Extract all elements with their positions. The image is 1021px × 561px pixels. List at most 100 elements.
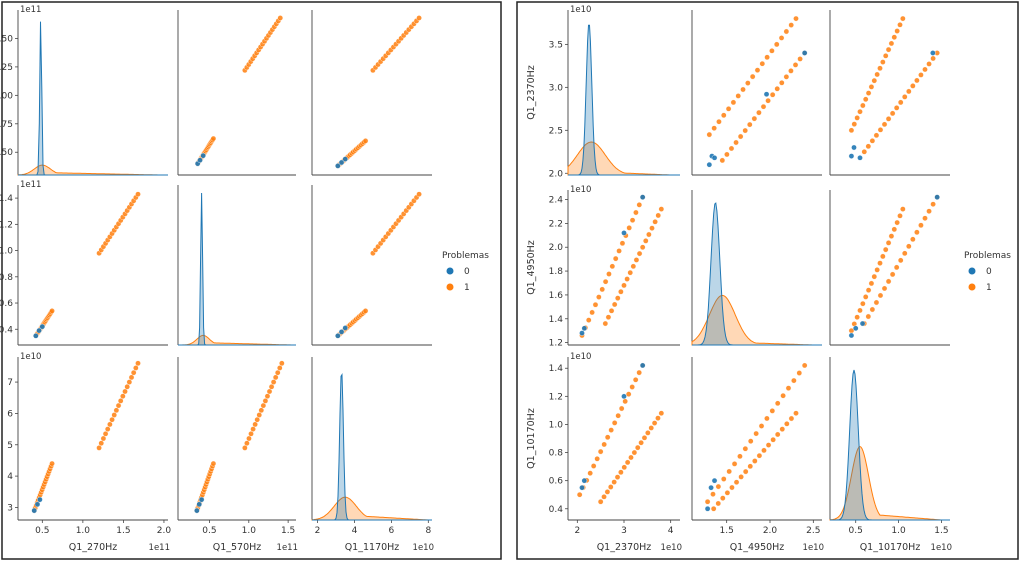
scatter-point-class-1 xyxy=(914,229,920,236)
kde-curve-class-0 xyxy=(312,373,432,521)
scatter-point-class-1 xyxy=(857,307,863,314)
scatter-point-class-1 xyxy=(752,458,758,464)
scatter-point-class-1 xyxy=(738,474,744,480)
scatter-point-class-1 xyxy=(597,498,604,505)
scatter-point-class-1 xyxy=(865,287,872,293)
legend-label-class-1: 1 xyxy=(464,283,470,293)
x-tick-label: 2 xyxy=(315,526,321,536)
scatter-point-class-1 xyxy=(646,231,652,238)
scatter-point-class-1 xyxy=(759,60,766,67)
scatter-point-class-1 xyxy=(641,434,648,441)
scatter-point-class-1 xyxy=(636,250,643,257)
y-offset-label: 1e11 xyxy=(20,180,41,190)
x-axis-label: Q1_10170Hz xyxy=(860,542,921,553)
y-tick-label: 1.25 xyxy=(0,63,13,73)
scatter-point-class-1 xyxy=(930,55,936,62)
scatter-point-class-1 xyxy=(728,145,735,152)
y-tick-label: 1.8 xyxy=(549,267,564,277)
scatter-point-class-1 xyxy=(244,440,250,447)
y-tick-label: 0.50 xyxy=(0,148,13,158)
scatter-point-class-0 xyxy=(338,329,345,335)
scatter-point-class-1 xyxy=(604,434,611,441)
scatter-point-class-1 xyxy=(891,226,898,233)
y-tick-label: 3.0 xyxy=(549,83,564,93)
scatter-point-class-1 xyxy=(720,495,726,501)
scatter-point-class-1 xyxy=(745,80,751,86)
y-tick-label: 1.0 xyxy=(0,247,13,257)
scatter-point-class-1 xyxy=(710,505,717,512)
scatter-point-class-1 xyxy=(888,233,895,239)
scatter-point-class-1 xyxy=(729,484,735,491)
scatter-point-class-1 xyxy=(906,243,912,250)
scatter-point-class-1 xyxy=(926,61,932,67)
scatter-point-class-1 xyxy=(769,91,776,98)
scatter-point-class-1 xyxy=(648,425,655,431)
scatter-point-class-1 xyxy=(585,317,592,323)
scatter-point-class-1 xyxy=(632,376,639,383)
scatter-point-class-0 xyxy=(197,157,203,164)
scatter-point-class-1 xyxy=(778,80,785,86)
scatter-point-class-1 xyxy=(893,105,900,111)
scatter-point-class-1 xyxy=(601,494,607,500)
scatter-point-class-1 xyxy=(885,46,892,53)
scatter-point-class-1 xyxy=(416,191,422,197)
scatter-point-class-1 xyxy=(630,263,637,270)
y-tick-label: 1.4 xyxy=(549,364,564,374)
scatter-point-class-1 xyxy=(788,22,794,28)
scatter-point-class-0 xyxy=(338,159,345,166)
kde-curve-class-0 xyxy=(568,24,680,176)
scatter-point-class-0 xyxy=(848,332,855,339)
scatter-point-class-1 xyxy=(862,294,869,300)
kde-curve-class-0 xyxy=(18,21,168,176)
scatter-point-class-1 xyxy=(764,54,770,61)
scatter-point-class-1 xyxy=(126,379,133,385)
scatter-point-class-1 xyxy=(133,365,139,371)
scatter-point-class-1 xyxy=(877,292,884,299)
scatter-point-class-1 xyxy=(592,301,599,308)
scatter-point-class-1 xyxy=(764,415,770,422)
scatter-point-class-1 xyxy=(655,212,662,219)
scatter-point-class-1 xyxy=(624,276,630,282)
scatter-point-class-1 xyxy=(885,278,892,285)
scatter-point-class-1 xyxy=(783,74,790,80)
scatter-point-class-1 xyxy=(874,267,880,273)
scatter-point-class-0 xyxy=(851,144,857,151)
kde-curve-class-0 xyxy=(178,192,296,346)
scatter-point-class-1 xyxy=(894,28,900,34)
scatter-point-class-0 xyxy=(33,333,39,339)
scatter-point-class-1 xyxy=(865,143,872,150)
scatter-point-class-1 xyxy=(747,438,754,444)
scatter-point-class-1 xyxy=(636,202,643,208)
scatter-point-class-1 xyxy=(107,421,113,428)
scatter-point-class-1 xyxy=(758,423,765,429)
scatter-point-class-1 xyxy=(719,157,726,164)
scatter-point-class-1 xyxy=(724,490,731,496)
y-tick-label: 5 xyxy=(7,441,13,451)
y-offset-label: 1e10 xyxy=(570,352,591,362)
x-offset-label: 1e10 xyxy=(661,543,682,553)
scatter-point-class-1 xyxy=(604,489,611,495)
scatter-point-class-1 xyxy=(256,412,263,418)
scatter-point-class-1 xyxy=(871,77,878,84)
scatter-point-class-1 xyxy=(210,135,217,142)
legend-label-class-0: 0 xyxy=(986,267,992,277)
scatter-point-class-1 xyxy=(882,53,889,59)
scatter-point-class-1 xyxy=(897,213,903,219)
legend: Problemas 0 1 xyxy=(964,251,1011,293)
x-offset-label: 1e11 xyxy=(277,543,298,553)
y-tick-label: 2.5 xyxy=(549,126,563,136)
y-tick-label: 0.4 xyxy=(549,505,564,515)
scatter-point-class-1 xyxy=(854,314,860,320)
scatter-point-class-1 xyxy=(658,410,665,417)
scatter-point-class-1 xyxy=(778,35,785,41)
scatter-point-class-1 xyxy=(769,48,775,54)
scatter-point-class-1 xyxy=(633,257,640,263)
scatter-point-class-1 xyxy=(891,34,898,41)
y-tick-label: 3.5 xyxy=(549,40,563,50)
scatter-point-class-1 xyxy=(751,115,758,122)
scatter-point-class-1 xyxy=(633,209,639,216)
scatter-point-class-0 xyxy=(848,153,855,159)
scatter-point-class-1 xyxy=(606,271,612,277)
scatter-point-class-0 xyxy=(34,501,41,508)
